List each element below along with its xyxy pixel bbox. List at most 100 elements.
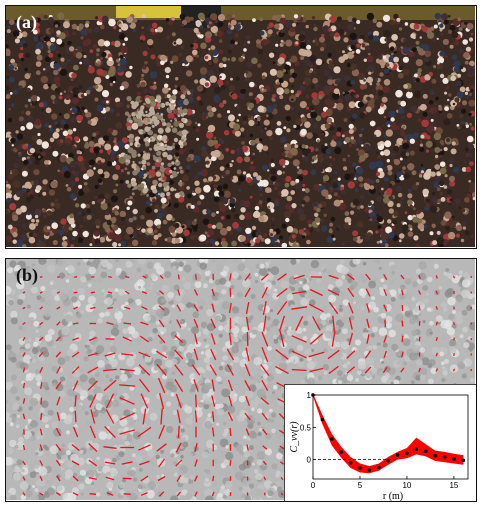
velocity-vector — [194, 410, 198, 423]
velocity-vector — [418, 305, 421, 311]
velocity-vector — [261, 331, 269, 347]
velocity-vector — [22, 336, 26, 342]
velocity-vector — [140, 321, 149, 326]
velocity-vector — [276, 301, 288, 315]
velocity-vector — [435, 352, 438, 357]
velocity-vector — [280, 476, 284, 481]
data-point — [348, 461, 353, 465]
velocity-vector — [211, 427, 215, 437]
velocity-vector — [71, 443, 80, 452]
velocity-vector — [366, 318, 370, 329]
velocity-vector — [39, 306, 44, 310]
velocity-vector — [103, 446, 117, 449]
velocity-vector — [275, 366, 289, 374]
velocity-vector — [260, 397, 270, 405]
velocity-vector — [435, 275, 438, 279]
velocity-vector — [418, 290, 422, 295]
data-point — [377, 465, 381, 470]
velocity-vector — [229, 427, 232, 437]
velocity-vector — [263, 315, 267, 332]
velocity-vector — [245, 347, 250, 362]
velocity-vector — [39, 492, 44, 496]
data-point — [358, 466, 362, 470]
velocity-vector — [103, 368, 117, 372]
velocity-vector — [121, 461, 133, 465]
velocity-vector — [418, 274, 421, 280]
velocity-vector — [22, 492, 26, 496]
velocity-vector — [309, 288, 323, 297]
velocity-vector — [210, 348, 217, 361]
velocity-vector — [453, 352, 455, 357]
velocity-vector — [22, 306, 26, 310]
velocity-vector — [295, 316, 304, 331]
velocity-vector — [119, 384, 136, 387]
velocity-vector — [22, 321, 26, 326]
velocity-vector — [366, 303, 370, 313]
velocity-vector — [244, 363, 251, 377]
velocity-vector — [71, 351, 80, 358]
velocity-vector — [119, 397, 135, 405]
velocity-vector — [261, 412, 268, 421]
velocity-vector — [244, 412, 251, 421]
velocity-vector — [90, 306, 96, 310]
velocity-vector — [157, 334, 166, 344]
velocity-vector — [22, 275, 26, 279]
x-tick-label: 0 — [311, 481, 316, 490]
velocity-vector — [88, 459, 98, 467]
velocity-vector — [348, 332, 354, 346]
velocity-vector — [125, 275, 130, 279]
velocity-vector — [279, 331, 285, 347]
velocity-vector — [138, 364, 151, 376]
velocity-vector — [347, 302, 354, 314]
data-point — [339, 450, 343, 454]
velocity-vector — [226, 348, 235, 361]
velocity-vector — [262, 428, 268, 436]
crowd-photo — [6, 6, 475, 247]
velocity-vector — [119, 412, 135, 421]
velocity-vector — [121, 353, 134, 356]
velocity-vector — [40, 397, 43, 405]
velocity-vector — [175, 393, 182, 409]
velocity-vector — [308, 303, 324, 313]
velocity-vector — [401, 335, 404, 343]
velocity-vector — [159, 290, 165, 295]
velocity-vector — [176, 491, 182, 497]
grayscale-crowd — [6, 259, 475, 500]
velocity-vector — [332, 315, 336, 332]
velocity-vector — [104, 352, 116, 357]
velocity-vector — [244, 287, 251, 298]
velocity-vector — [105, 409, 115, 424]
correlation-chart: C_vv(r) r (m) 0 5 10 15 0 0.5 1 — [289, 391, 469, 501]
velocity-vector — [292, 290, 307, 295]
velocity-vector — [435, 306, 438, 310]
x-tick-label: 10 — [402, 481, 411, 490]
velocity-vector — [90, 409, 96, 424]
velocity-vector — [382, 366, 388, 374]
velocity-vector — [55, 381, 62, 390]
velocity-vector — [137, 426, 152, 438]
velocity-vector — [309, 367, 324, 373]
velocity-vector — [73, 306, 78, 310]
velocity-vector — [452, 368, 456, 372]
velocity-vector — [212, 411, 215, 422]
velocity-vector — [210, 318, 216, 329]
velocity-vector — [156, 363, 167, 377]
velocity-vector — [56, 366, 61, 374]
y-tick-label: 0 — [307, 456, 312, 465]
velocity-vector — [88, 477, 97, 480]
velocity-vector — [158, 458, 166, 468]
velocity-vector — [156, 350, 168, 359]
velocity-vector — [72, 426, 79, 438]
panel-b-velocity-field: (b) C_vv(r) r (m) 0 5 10 15 0 0.5 1 — [5, 258, 477, 502]
data-point — [433, 453, 437, 458]
velocity-vector — [245, 316, 250, 331]
velocity-vector — [107, 306, 113, 310]
y-axis-label: C_vv(r) — [289, 421, 300, 453]
velocity-vector — [39, 460, 44, 466]
velocity-vector — [124, 306, 131, 310]
velocity-vector — [157, 475, 166, 482]
velocity-vector — [291, 306, 308, 310]
velocity-vector — [39, 321, 44, 326]
x-tick-label: 5 — [358, 481, 363, 490]
data-point — [461, 458, 466, 463]
